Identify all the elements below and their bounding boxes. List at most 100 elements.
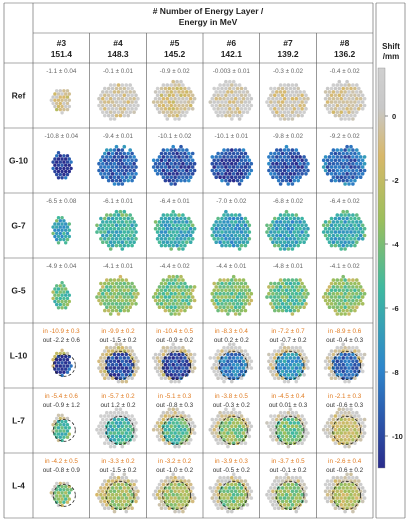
spot [239, 427, 244, 432]
spot [62, 488, 66, 492]
spot [60, 299, 64, 304]
spot [159, 288, 164, 293]
spot [99, 427, 103, 432]
spot [233, 359, 238, 364]
spot [224, 86, 228, 91]
spot [165, 503, 170, 507]
spot [126, 172, 130, 176]
spot [345, 107, 349, 111]
spot [218, 366, 222, 370]
spot [230, 410, 234, 415]
spot [128, 305, 132, 310]
spot [280, 506, 285, 511]
spot [216, 506, 220, 511]
spot [56, 92, 61, 96]
spot [290, 161, 295, 166]
spot [339, 431, 344, 435]
spot [339, 247, 344, 251]
spot [222, 155, 226, 159]
spot [62, 107, 66, 112]
spot [235, 281, 240, 286]
spot [134, 172, 138, 176]
spot [105, 291, 109, 296]
spot [247, 165, 252, 169]
spot [249, 366, 254, 370]
spot [62, 284, 66, 288]
table-cell: -1.1 ± 0.04 [46, 68, 77, 115]
spot [151, 427, 156, 432]
spot [351, 509, 355, 514]
spot [177, 103, 181, 108]
spot [214, 496, 218, 500]
spot [175, 107, 179, 111]
spot [185, 96, 189, 101]
spot [212, 86, 216, 91]
spot [99, 216, 103, 221]
spot [349, 407, 353, 412]
spot [63, 157, 68, 161]
spot [220, 362, 224, 367]
spot [224, 414, 228, 418]
region-circle [52, 353, 76, 377]
spot [347, 291, 351, 296]
spot [181, 175, 185, 179]
spot-map [267, 144, 310, 186]
spot [249, 489, 254, 494]
spot [224, 349, 228, 353]
spot [245, 417, 250, 422]
spot [132, 226, 136, 231]
spot [275, 233, 279, 238]
spot [357, 349, 361, 353]
spot [103, 434, 107, 439]
spot [290, 489, 295, 494]
spot [161, 226, 166, 231]
colorbar-tick-label: -2 [392, 176, 399, 185]
spot [159, 100, 164, 104]
spot [249, 496, 254, 500]
spot [177, 220, 181, 224]
spot [267, 496, 271, 500]
spot [128, 359, 132, 364]
spot [171, 243, 175, 248]
spot [351, 424, 355, 429]
spot [122, 434, 127, 439]
out-value: out -0.9 ± 1.2 [43, 402, 81, 409]
spot [128, 155, 132, 159]
spot [323, 90, 328, 94]
spot [222, 298, 226, 303]
spot [122, 158, 127, 163]
spot [235, 434, 240, 439]
spot [333, 479, 338, 483]
spot [288, 492, 293, 497]
spot [169, 489, 173, 494]
spot [177, 410, 181, 415]
spot [163, 100, 168, 104]
spot [339, 168, 344, 173]
spot [218, 291, 222, 296]
spot [177, 373, 181, 377]
spot [124, 96, 129, 101]
spot [177, 240, 181, 244]
region-circle [275, 350, 305, 380]
spot [247, 288, 252, 293]
spot [122, 216, 127, 221]
spot [357, 151, 361, 156]
spot [69, 488, 73, 492]
spot [302, 110, 306, 114]
spot [296, 151, 301, 156]
spot [222, 148, 226, 152]
spot [56, 104, 61, 109]
spot [269, 295, 273, 299]
spot [163, 441, 168, 446]
spot [108, 424, 113, 429]
spot [300, 349, 304, 353]
spot [120, 444, 125, 449]
spot [269, 223, 273, 228]
spot [349, 434, 353, 439]
spot [101, 489, 105, 494]
spot [343, 291, 347, 296]
spot [97, 496, 101, 500]
spot [122, 151, 127, 156]
spot [239, 499, 244, 504]
spot [101, 285, 105, 289]
